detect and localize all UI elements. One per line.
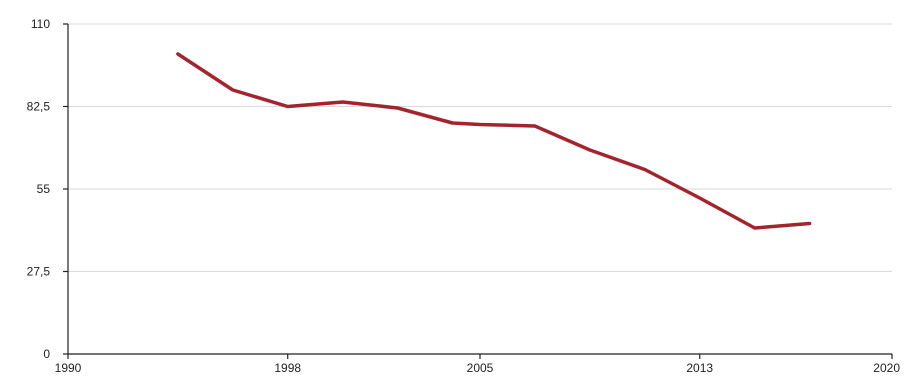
y-tick-label: 55 [37, 182, 51, 196]
y-tick-label: 27,5 [27, 265, 51, 279]
gridlines [68, 23, 892, 272]
x-tick-label: 2013 [686, 361, 713, 375]
y-tick-label: 110 [31, 17, 50, 31]
x-tick-labels: 1990 1998 2005 2013 2020 [55, 354, 900, 375]
x-tick-label: 1998 [274, 361, 301, 375]
x-tick-label: 1990 [55, 361, 82, 375]
x-tick-label: 2020 [873, 361, 900, 375]
y-tick-labels: 0 27,5 55 82,5 110 [27, 17, 68, 361]
series-layer [176, 52, 812, 230]
x-tick-label: 2005 [467, 361, 494, 375]
y-tick-label: 0 [43, 347, 50, 361]
y-tick-label: 82,5 [27, 100, 51, 114]
series-line [176, 52, 812, 230]
